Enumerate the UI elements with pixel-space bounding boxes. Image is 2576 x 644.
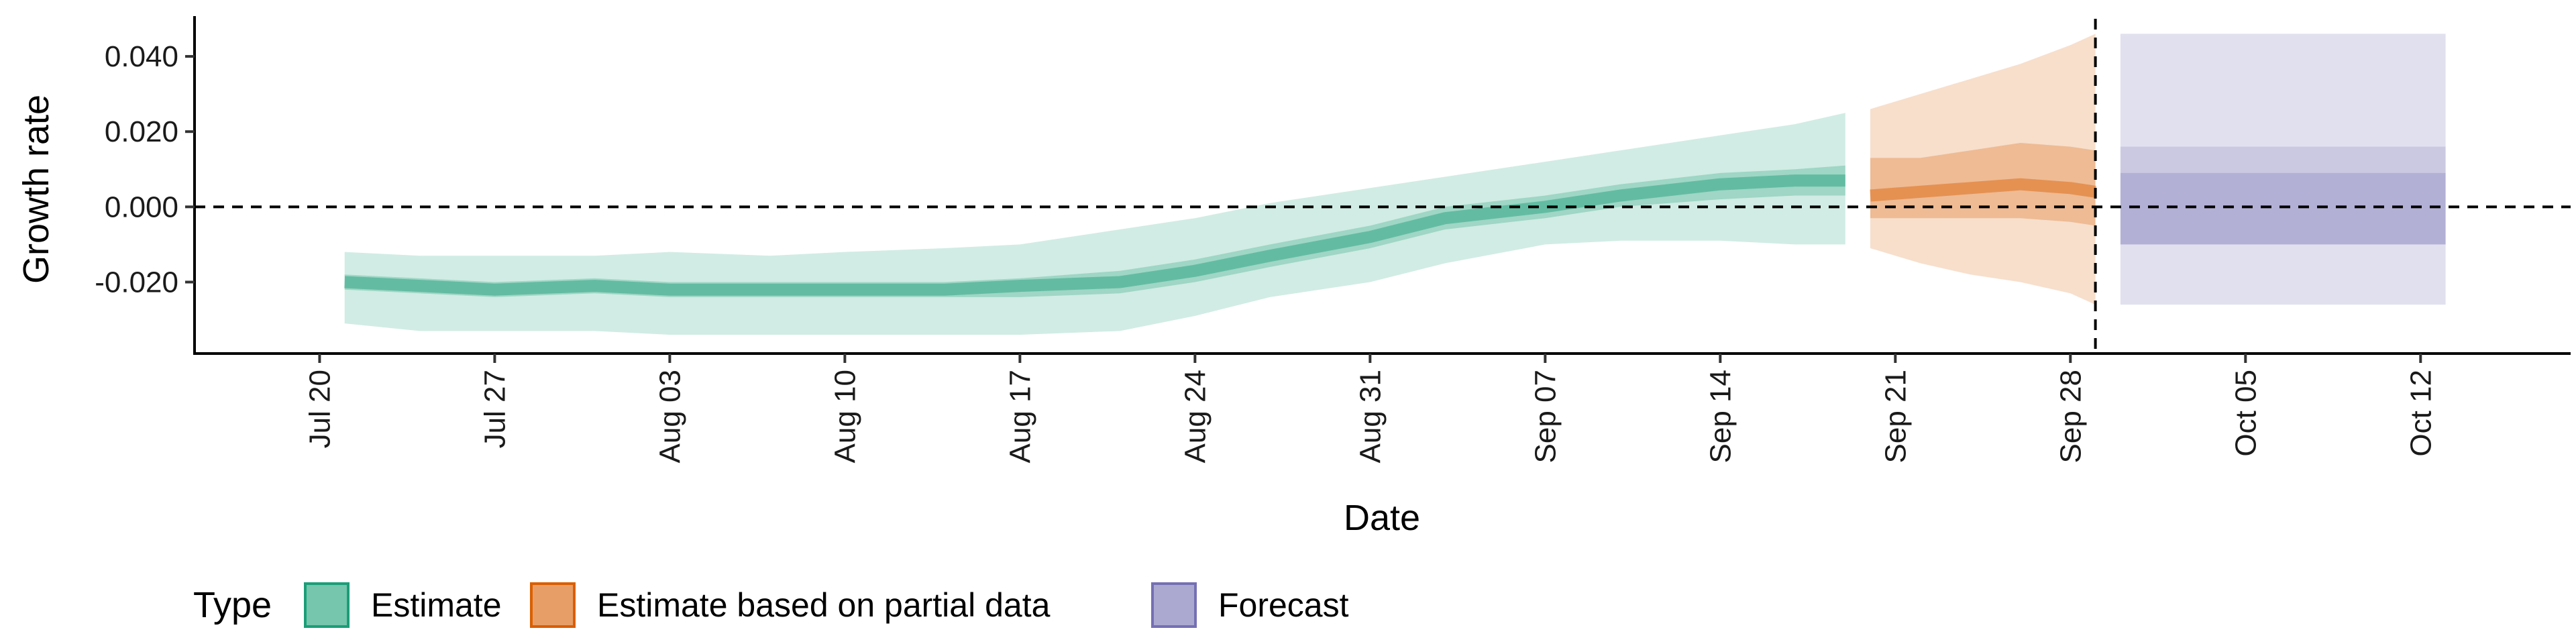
y-tick-label: 0.040 (105, 40, 178, 73)
x-tick-label: Oct 12 (2404, 370, 2437, 457)
y-tick-label: -0.020 (95, 266, 178, 299)
forecast-ci-outer-band (2120, 34, 2446, 305)
legend-label: Estimate (371, 586, 502, 624)
estimate-based-on-partial-data-median-line (1870, 178, 2096, 202)
axes (185, 16, 2571, 363)
x-tick-label: Oct 05 (2229, 370, 2262, 457)
legend-swatch (1151, 582, 1197, 628)
legend-swatch (304, 582, 350, 628)
y-tick-label: 0.000 (105, 191, 178, 223)
y-axis-title: Growth rate (16, 95, 56, 284)
reference-lines (195, 19, 2571, 354)
x-axis-title: Date (1344, 498, 1420, 538)
legend-item-estimate-based-on-partial-data: Estimate based on partial data (530, 582, 1051, 628)
legend-title: Type (193, 585, 272, 625)
x-tick-label: Sep 07 (1529, 370, 1562, 463)
legend-label: Estimate based on partial data (597, 586, 1051, 624)
estimate-ci-90-band (344, 113, 1845, 335)
tick-labels: -0.020 0.000 0.020 0.040 Jul 20 Jul 27 Aug 03 A… (95, 40, 2437, 463)
legend-swatch (530, 582, 576, 628)
estimate-based-on-partial-data-ci-50-band (1870, 143, 2096, 226)
forecast-ci-50-band (2120, 172, 2446, 245)
legend-label: Forecast (1218, 586, 1349, 624)
band-layer (344, 34, 2446, 335)
median-layer (344, 174, 2096, 296)
x-tick-label: Aug 24 (1179, 370, 1212, 463)
x-tick-label: Sep 28 (2054, 370, 2087, 463)
x-tick-label: Aug 10 (828, 370, 861, 463)
x-tick-label: Sep 14 (1704, 370, 1737, 463)
y-tick-label: 0.020 (105, 115, 178, 148)
x-tick-label: Aug 03 (653, 370, 686, 463)
estimate-median-line (344, 174, 1845, 296)
legend-item-estimate: Estimate (304, 582, 502, 628)
x-tick-label: Aug 31 (1354, 370, 1387, 463)
forecast-ci-90-band (2120, 146, 2446, 245)
estimate-based-on-partial-data-ci-90-band (1870, 34, 2096, 305)
x-tick-label: Jul 27 (478, 370, 511, 448)
x-tick-label: Aug 17 (1004, 370, 1036, 463)
estimate-ci-50-band (344, 165, 1845, 297)
legend-item-forecast: Forecast (1151, 582, 1349, 628)
x-tick-label: Jul 20 (303, 370, 336, 448)
x-tick-label: Sep 21 (1879, 370, 1912, 463)
legend: Type Estimate Estimate based on partial da… (193, 582, 1349, 628)
